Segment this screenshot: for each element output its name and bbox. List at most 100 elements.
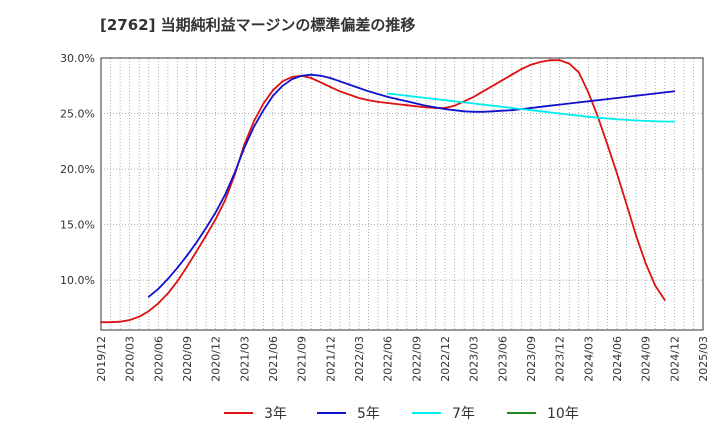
data-point — [157, 302, 160, 305]
data-point — [482, 103, 485, 106]
data-point — [635, 94, 637, 97]
x-tick-label: 2021/12 — [324, 336, 337, 382]
data-point — [463, 110, 465, 113]
data-point — [358, 87, 360, 89]
data-point — [147, 310, 150, 312]
data-point — [644, 262, 647, 265]
data-point — [673, 120, 676, 123]
data-point — [167, 292, 169, 295]
data-point — [348, 93, 351, 96]
data-point — [511, 107, 513, 109]
data-point — [501, 79, 504, 82]
data-point — [291, 78, 293, 80]
data-point — [472, 102, 475, 105]
data-point — [673, 90, 676, 93]
x-tick-label: 2020/09 — [181, 336, 194, 382]
data-point — [425, 106, 427, 109]
data-point — [253, 120, 255, 123]
data-point — [339, 90, 341, 93]
data-point — [587, 91, 590, 94]
data-point — [491, 104, 494, 107]
data-point — [577, 114, 580, 117]
legend-label: 5年 — [357, 406, 380, 422]
y-tick-label: 15.0% — [60, 219, 95, 232]
data-point — [367, 90, 370, 93]
legend-label: 10年 — [547, 406, 579, 422]
data-point — [635, 234, 637, 237]
x-axis-ticks: 2019/12 2020/03 2020/06 2020/09 2020/12 2021/… — [95, 336, 710, 382]
data-point — [195, 241, 198, 244]
series-line — [101, 59, 666, 324]
data-point — [243, 147, 246, 149]
data-point — [396, 98, 399, 100]
data-point — [530, 109, 532, 112]
data-point — [386, 96, 389, 98]
data-point — [224, 193, 227, 196]
data-point — [100, 321, 102, 324]
data-point — [233, 171, 236, 174]
legend: 3年 5年 7年 10年 — [224, 406, 579, 422]
data-point — [348, 83, 351, 86]
data-point — [568, 113, 571, 116]
data-point — [176, 266, 179, 269]
series-lines — [100, 59, 676, 324]
data-point — [415, 96, 418, 98]
data-point — [291, 76, 293, 78]
data-point — [463, 101, 465, 104]
x-tick-label: 2024/12 — [668, 336, 681, 382]
x-tick-label: 2023/09 — [525, 336, 538, 382]
data-point — [530, 63, 532, 66]
data-point — [310, 73, 313, 76]
data-point — [377, 101, 379, 103]
data-point — [539, 105, 542, 108]
data-point — [396, 103, 399, 105]
data-point — [205, 234, 208, 237]
series-3年 — [100, 59, 666, 324]
data-point — [205, 227, 208, 229]
data-point — [520, 68, 523, 70]
data-point — [539, 110, 542, 113]
data-point — [511, 109, 513, 112]
x-tick-label: 2025/03 — [697, 336, 710, 382]
y-tick-label: 20.0% — [60, 163, 95, 176]
data-point — [281, 84, 284, 87]
data-point — [329, 77, 332, 79]
data-point — [396, 93, 399, 96]
data-point — [568, 62, 571, 65]
data-point — [654, 92, 657, 95]
data-point — [425, 104, 427, 107]
data-point — [491, 84, 494, 87]
data-point — [310, 77, 313, 79]
data-point — [339, 80, 341, 83]
data-point — [482, 110, 485, 113]
x-tick-label: 2022/09 — [410, 336, 423, 382]
x-tick-label: 2024/03 — [582, 336, 595, 382]
data-point — [568, 102, 571, 105]
data-point — [300, 74, 303, 77]
data-point — [405, 104, 408, 107]
data-point — [577, 71, 580, 74]
x-tick-label: 2023/03 — [468, 336, 481, 382]
data-point — [549, 59, 551, 62]
data-point — [281, 80, 284, 83]
data-point — [558, 59, 561, 62]
data-point — [272, 94, 274, 97]
data-point — [214, 218, 217, 220]
data-point — [186, 254, 188, 257]
data-point — [644, 93, 647, 96]
data-point — [425, 97, 427, 99]
data-point — [128, 319, 131, 321]
data-point — [482, 90, 485, 93]
data-point — [606, 143, 609, 146]
data-point — [358, 97, 360, 99]
data-point — [167, 278, 169, 280]
y-axis-ticks: 10.0% 15.0% 20.0% 25.0% 30.0% — [60, 52, 95, 287]
x-tick-label: 2020/03 — [124, 336, 137, 382]
data-point — [176, 280, 179, 283]
data-point — [138, 315, 141, 318]
data-point — [444, 99, 446, 102]
data-point — [606, 98, 609, 100]
data-point — [319, 81, 322, 84]
data-point — [472, 96, 475, 98]
y-tick-label: 30.0% — [60, 52, 95, 65]
